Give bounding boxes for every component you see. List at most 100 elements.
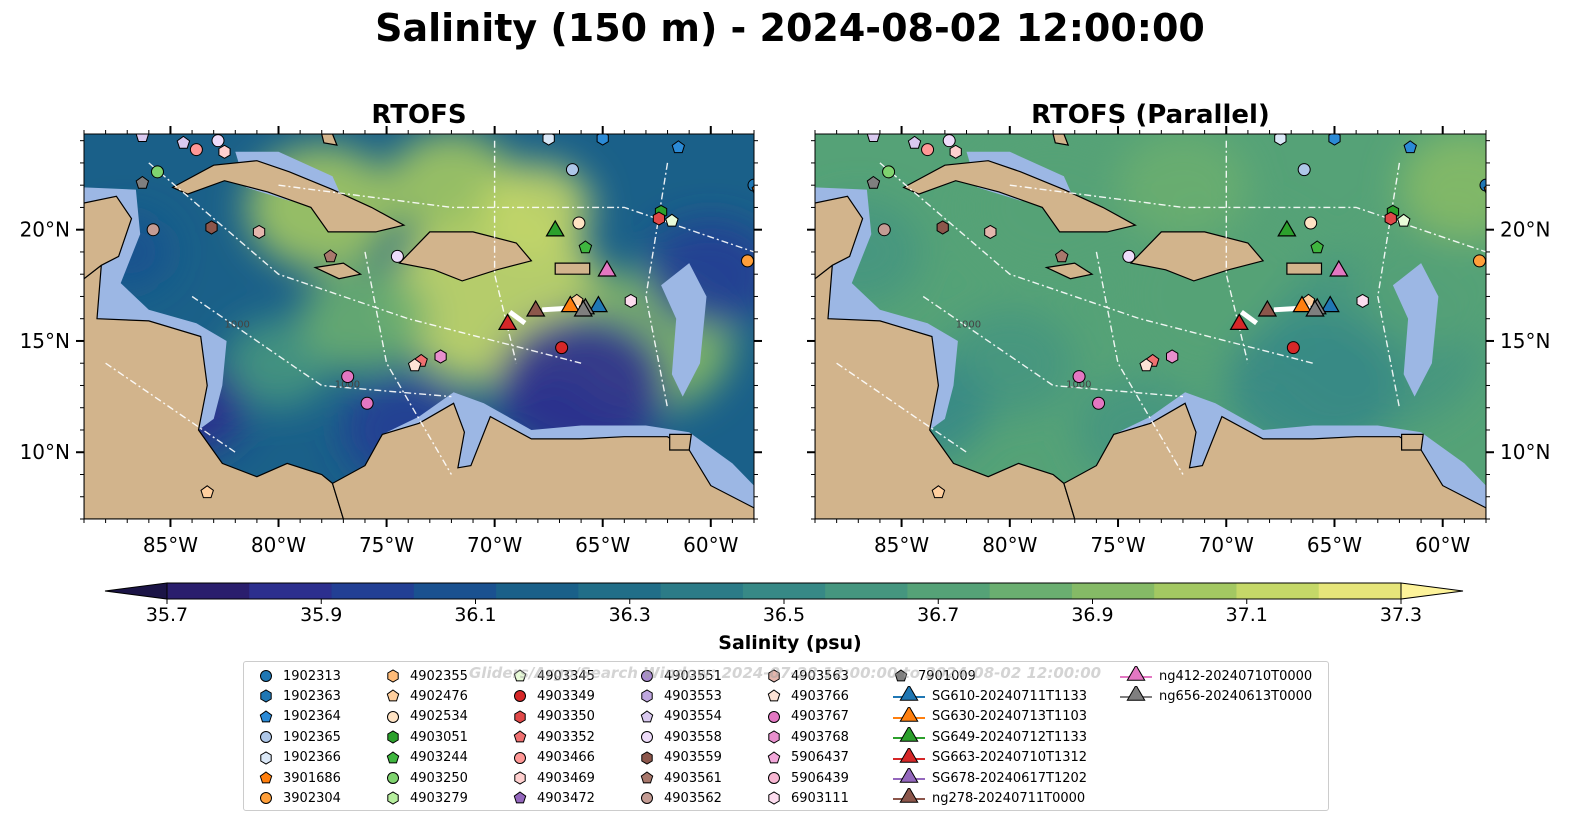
legend-label: 4903561 [664,770,722,786]
legend-label: 4903553 [664,688,722,704]
legend-label: 4903768 [791,729,849,745]
colorbar-segment [1071,583,1155,599]
lon-tick-label: 75°W [1090,533,1145,557]
legend-marker [387,669,399,683]
legend-label: 4903472 [537,790,595,806]
shallow-shelf [1392,263,1439,397]
lon-tick-label: 70°W [467,533,522,557]
lat-tick-label: 15°N [20,329,70,353]
legend-label: 3902304 [283,790,341,806]
legend-item: 4903250 [384,768,468,788]
legend-marker [514,710,526,724]
argo-float-marker [984,224,997,239]
legend-item: 6903111 [765,788,849,808]
eez-boundary [191,295,452,398]
argo-float-marker [189,143,203,157]
legend-marker [387,710,399,723]
colorbar-segment [413,583,497,599]
legend-item: 4902355 [384,666,468,686]
legend-marker [259,771,273,784]
argo-float-marker [1139,358,1153,372]
glider-marker [1320,295,1340,313]
colorbar-segment [742,583,826,599]
argo-float-marker [665,213,679,227]
legend-item: SG610-20240711T1133 [892,686,1087,706]
argo-float-marker [360,396,374,410]
argo-float-marker [942,134,956,148]
land-yucatan [815,195,864,280]
contour-label: 1000 [956,320,981,331]
glider-marker [560,295,581,313]
colorbar-segment [907,583,991,599]
argo-float-marker [936,220,949,235]
panel-title-parallel: RTOFS (Parallel) [1031,100,1270,130]
legend-marker [386,689,400,702]
lon-tick-label: 70°W [1199,533,1254,557]
argo-float-marker [211,134,225,148]
legend-label: 4903345 [537,668,595,684]
legend-label: 1902363 [283,688,341,704]
lon-tick-label: 60°W [683,533,738,557]
legend-label: ng278-20240711T0000 [932,790,1086,806]
land-jamaica [1044,262,1094,280]
legend-item: 1902365 [257,727,341,747]
colorbar-segment [1236,583,1320,599]
colorbar-extend-high [1400,582,1464,600]
lon-tick-label: 85°W [143,533,198,557]
colorbar-tick-label: 36.3 [608,604,651,626]
lon-tick-label: 80°W [982,533,1037,557]
legend-item: 1902313 [257,666,341,686]
argo-float-marker [1397,213,1411,227]
glider-marker [1292,295,1312,313]
argo-float-marker [1122,249,1136,263]
argo-float-marker [565,163,579,177]
glider-marker [525,299,546,317]
legend-marker [260,751,272,765]
glider-marker [497,313,518,330]
colorbar-label: Salinity (psu) [718,632,862,654]
colorbar-tick-label: 37.3 [1379,604,1423,626]
argo-float-marker [205,220,218,235]
land-puertorico [554,262,591,275]
argo-float-marker [1384,211,1397,226]
legend-item: ng278-20240711T0000 [892,788,1085,808]
legend-marker [893,768,925,783]
legend-marker [893,747,925,763]
legend-label: 4903766 [791,688,849,704]
argo-float-marker [1304,216,1318,230]
eez-boundary [836,362,967,453]
colorbar-segment [167,583,250,599]
legend-item: 7901009 [892,666,976,686]
eez-boundary [922,295,1184,398]
eez-boundary [879,162,1313,364]
argo-float-marker [218,144,231,159]
colorbar-segment [249,583,333,599]
argo-float-marker [1092,396,1106,410]
legend-marker [1120,686,1152,702]
lon-tick-label: 85°W [874,533,929,557]
legend-label: SG663-20240710T1312 [932,750,1088,766]
colorbar-extend-low [104,582,168,600]
legend-item: 4903562 [638,788,722,808]
legend-label: ng412-20240710T0000 [1159,668,1313,684]
legend-label: 1902364 [283,709,341,725]
land-jamaica [313,262,363,280]
colorbar-segment [331,583,415,599]
argo-float-marker [596,134,609,146]
legend-marker [387,730,399,744]
argo-float-marker [341,370,355,384]
glider-marker [1229,313,1249,330]
argo-float-marker [542,134,555,146]
legend-label: 4903551 [664,668,722,684]
legend-marker [514,751,526,764]
legend-marker [513,730,527,743]
lon-tick-label: 80°W [251,533,306,557]
colorbar-tick-label: 36.5 [762,604,806,626]
legend-item: 3901686 [257,768,341,788]
lat-tick-label: 10°N [1500,440,1550,464]
legend-label: ng656-20240613T0000 [1159,688,1313,704]
legend-marker [767,689,781,702]
argo-float-marker [1274,134,1287,146]
argo-float-marker [1403,140,1417,154]
field-blob [494,314,668,457]
